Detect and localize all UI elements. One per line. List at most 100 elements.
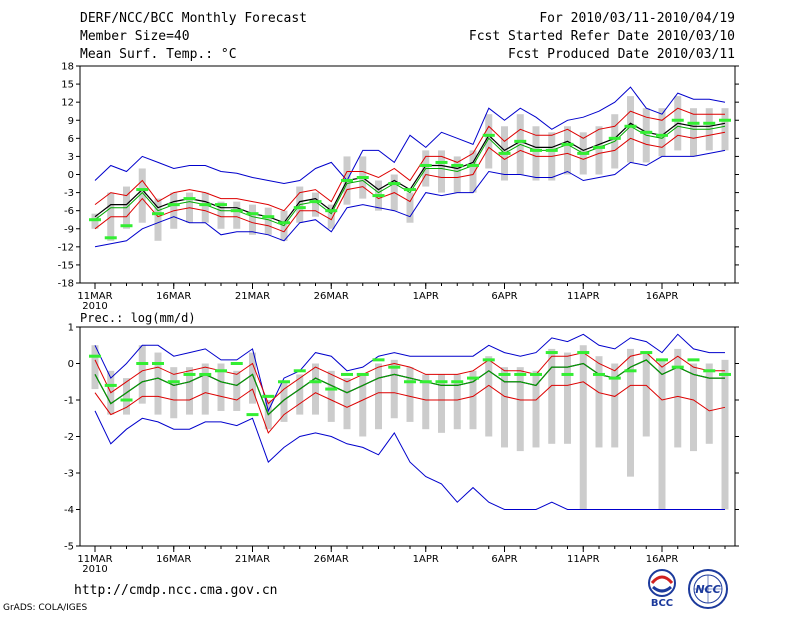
temp-x-tick-label: 16MAR: [156, 291, 191, 302]
prec-series-max: [94, 333, 725, 413]
temp-spread-box: [690, 108, 697, 157]
temp-y-tick-label: 3: [68, 152, 74, 163]
prec-spread-box: [658, 359, 666, 510]
temp-y-tick-label: 6: [68, 134, 74, 145]
temp-spread-box: [453, 156, 461, 193]
prec-spread-box: [249, 352, 256, 404]
prec-spread-box: [674, 348, 682, 448]
prec-spread-box: [359, 374, 367, 437]
temp-spread-box: [564, 126, 571, 175]
ncc-logo: NCC: [688, 569, 728, 609]
source-url[interactable]: http://cmdp.ncc.cma.gov.cn: [74, 583, 278, 598]
prec-x-tick-label: 21MAR: [235, 554, 270, 565]
temperature-panel: -18 -15 -12 -9 -6 -3 0 3 6 9 12 15 18 11MAR 16MAR 21MAR…: [58, 62, 739, 312]
prec-spread-box: [453, 374, 461, 430]
prec-spread-box: [406, 367, 414, 422]
prec-plot-frame: [79, 326, 736, 547]
prec-spread-box: [186, 367, 193, 415]
prec-spread-box: [280, 381, 288, 422]
prec-y-tick-label: 0: [68, 359, 74, 370]
temp-spread-box: [264, 207, 272, 235]
temp-plot-frame: [79, 65, 736, 284]
precipitation-panel: -5 -4 -3 -2 -1 0 1 11MAR 16MAR 21MAR 26MAR 1APR 6APR…: [64, 323, 739, 575]
prec-x-tick-label: 11APR: [567, 554, 600, 565]
prec-spread-box: [690, 363, 697, 452]
prec-y-tick-label: -5: [64, 542, 74, 553]
variable-label: Mean Surf. Temp.: °C: [80, 47, 237, 62]
prec-x-tick-label: 16MAR: [156, 554, 191, 565]
prec-y-tick-label: -1: [64, 396, 74, 407]
temp-y-tick-label: -18: [58, 279, 74, 290]
prec-spread-box: [375, 363, 382, 430]
prec-spread-box: [91, 345, 99, 390]
temp-spread-box: [485, 114, 493, 169]
prec-spread-box: [312, 363, 319, 415]
prec-x-year-label: 2010: [82, 564, 107, 575]
temp-spread-box: [327, 204, 335, 229]
forecast-started-date: Fcst Started Refer Date 2010/03/10: [468, 29, 735, 44]
grads-credit: GrADS: COLA/IGES: [3, 603, 88, 613]
prec-spread-box: [469, 370, 477, 430]
prec-spread-box: [642, 352, 650, 437]
prec-series-lower: [94, 381, 726, 434]
temp-y-tick-label: 0: [68, 170, 74, 181]
temp-spread-box: [217, 201, 225, 229]
prec-spread-box: [627, 348, 634, 477]
prec-spread-box: [611, 363, 619, 448]
prec-series-min: [94, 410, 725, 510]
temp-spread-box: [406, 192, 414, 223]
prec-spread-box: [721, 359, 729, 510]
temp-y-tick-label: -15: [58, 260, 74, 271]
prec-y-tick-label: -3: [64, 469, 74, 480]
prec-x-tick-label: 6APR: [491, 554, 517, 565]
prec-x-tick-label: 16APR: [646, 554, 679, 565]
prec-spread-box: [201, 363, 209, 415]
prec-spread-box: [564, 352, 571, 444]
bcc-logo-text: BCC: [651, 598, 673, 608]
temp-spread-box: [627, 96, 634, 163]
precip-panel-title: Prec.: log(mm/d): [80, 311, 196, 325]
prec-spread-box: [138, 345, 146, 404]
forecast-period: For 2010/03/11-2010/04/19: [539, 11, 735, 26]
chart-title: DERF/NCC/BCC Monthly Forecast: [80, 11, 307, 26]
prec-spread-box: [233, 370, 241, 411]
temp-x-year-label: 2010: [82, 301, 107, 312]
temp-y-tick-label: -9: [64, 224, 74, 235]
prec-spread-box: [390, 359, 398, 419]
prec-spread-box: [154, 352, 162, 415]
prec-spread-box: [548, 348, 556, 444]
temp-spread-box: [595, 126, 603, 175]
temp-x-tick-label: 16APR: [646, 291, 679, 302]
temp-series-upper: [94, 107, 725, 212]
temp-x-tick-label: 6APR: [491, 291, 517, 302]
temp-spread-box: [138, 168, 146, 223]
temp-spread-box: [249, 204, 256, 235]
temp-x-tick-label: 1APR: [413, 291, 439, 302]
temp-y-tick-label: -12: [58, 242, 74, 253]
temp-spread-box: [532, 126, 540, 181]
prec-spread-box: [343, 378, 351, 430]
temp-series-min: [94, 149, 726, 248]
prec-x-tick-label: 11MAR: [77, 554, 112, 565]
prec-spread-box: [217, 363, 225, 411]
prec-y-tick-label: -2: [64, 432, 74, 443]
temp-spread-box: [91, 213, 99, 229]
prec-y-tick-label: 1: [68, 323, 74, 334]
prec-x-tick-label: 1APR: [413, 554, 439, 565]
prec-series-upper: [94, 352, 725, 405]
temp-x-tick-label: 11MAR: [77, 291, 112, 302]
temp-y-tick-label: 9: [68, 116, 74, 127]
temp-spread-box: [201, 192, 209, 223]
prec-spread-box: [516, 367, 524, 452]
temp-spread-box: [658, 108, 666, 157]
prec-spread-box: [595, 356, 603, 448]
temp-y-tick-label: 12: [61, 98, 74, 109]
prec-spread-box: [579, 345, 587, 510]
ncc-logo-text: NCC: [695, 583, 720, 596]
temp-x-tick-label: 26MAR: [314, 291, 349, 302]
temp-spread-box: [469, 150, 477, 193]
prec-spread-box: [170, 367, 178, 419]
temp-y-tick-label: -3: [64, 188, 74, 199]
prec-y-tick-label: -4: [64, 505, 74, 516]
